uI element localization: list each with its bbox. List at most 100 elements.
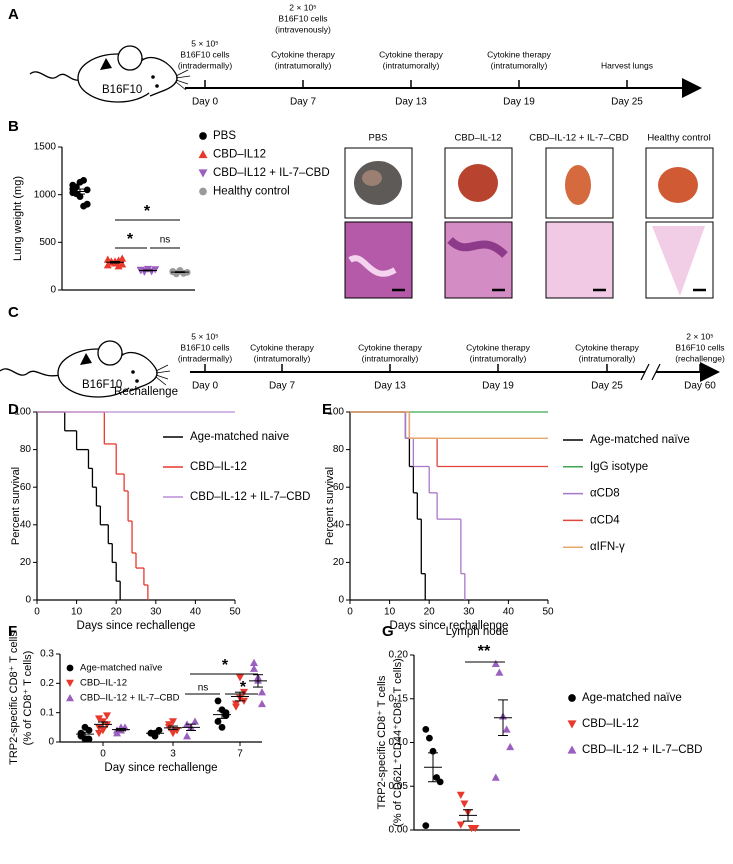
data-point (95, 730, 103, 738)
data-point (103, 261, 112, 269)
event-label: B16F10 cells (278, 13, 327, 23)
legend-label: CBD–IL-12 + IL-7–CBD (80, 693, 180, 704)
data-point (95, 715, 103, 723)
y-tick-label: 0.1 (40, 707, 54, 718)
legend-label: Age-matched naïve (80, 663, 162, 674)
legend-label: αIFN-γ (590, 541, 625, 553)
day-label: Day 13 (395, 97, 427, 108)
legend-label: CBD–IL12 + IL-7–CBD (213, 167, 330, 179)
x-tick-label: 20 (111, 607, 123, 618)
event-label: Cytokine therapy (358, 342, 423, 352)
event-label: (intratumorally) (470, 353, 527, 363)
x-tick-label: 0 (100, 749, 106, 760)
data-point (495, 668, 504, 676)
legend-swatch (66, 694, 74, 702)
y-tick-label: 60 (20, 482, 32, 493)
x-tick-label: 30 (150, 607, 162, 618)
data-point (69, 185, 77, 193)
legend-label: Age-matched naïve (582, 692, 682, 704)
day-label: Day 25 (591, 381, 623, 392)
y-axis-label: Percent survival (324, 467, 336, 545)
y-axis-label: TRP2-specific CD8⁺ T cells (8, 631, 20, 765)
y-tick-label: 0.3 (40, 649, 54, 660)
legend-swatch (66, 664, 74, 672)
data-point (118, 254, 127, 262)
panel-label: B (8, 118, 19, 135)
legend-swatch (198, 150, 208, 159)
data-point (144, 265, 152, 274)
data-point (426, 734, 433, 742)
panel-label: F (8, 623, 17, 640)
legend-swatch (567, 720, 577, 729)
x-tick-label: 20 (424, 607, 436, 618)
legend-label: CBD–IL-12 (80, 678, 127, 689)
y-tick-label: 1000 (34, 189, 57, 200)
significance-label: * (240, 679, 247, 696)
y-axis-label: TRP2-specific CD8⁺ T cells (376, 675, 388, 809)
legend-label: Age-matched naïve (590, 434, 690, 446)
y-tick-label: 100 (327, 407, 344, 418)
event-label: B16F10 cells (675, 342, 724, 352)
legend-swatch (567, 745, 577, 754)
legend-label: CBD–IL12 (213, 149, 266, 161)
significance-label: * (127, 231, 134, 248)
event-label: (intratumorally) (579, 353, 636, 363)
event-label: Cytokine therapy (250, 342, 315, 352)
legend-label: αCD4 (590, 514, 620, 526)
image-title: PBS (368, 133, 387, 144)
x-tick-label: 50 (542, 607, 554, 618)
day-label: Day 7 (269, 381, 296, 392)
data-point (422, 725, 430, 733)
y-tick-label: 20 (20, 557, 32, 568)
data-point (250, 658, 258, 666)
data-point (232, 700, 240, 708)
axis-break (640, 363, 661, 381)
y-tick-label: 0.15 (389, 693, 409, 704)
y-tick-label: 100 (14, 407, 31, 418)
x-tick-label: 10 (384, 607, 396, 618)
data-point (191, 717, 199, 725)
event-label: Cytokine therapy (466, 342, 531, 352)
x-tick-label: 30 (463, 607, 475, 618)
data-point (471, 825, 480, 833)
legend-label: CBD–IL-12 (582, 718, 639, 730)
day-label: Day 0 (192, 97, 219, 108)
day-label: Day 0 (192, 381, 219, 392)
data-point (83, 200, 91, 208)
data-point (95, 724, 103, 732)
legend-label: Healthy control (213, 186, 290, 198)
legend-label: αCD8 (590, 488, 620, 500)
y-tick-label: 0.00 (389, 825, 409, 836)
y-tick-label: 80 (20, 444, 32, 455)
chart-title: Lymph node (446, 626, 509, 638)
event-label: B16F10 cells (180, 342, 229, 352)
data-point (456, 791, 465, 799)
legend-label: PBS (213, 130, 236, 142)
y-axis-label: Lung weight (mg) (12, 176, 24, 261)
data-point (114, 262, 123, 270)
image-title: CBD–IL-12 + IL-7–CBD (529, 133, 629, 144)
event-label: 5 × 10⁵ (191, 38, 218, 48)
legend-label: Age-matched naive (190, 431, 289, 443)
event-label: Harvest lungs (601, 60, 653, 70)
event-label: (intradermally) (178, 353, 232, 363)
x-axis-label: Days since rechallenge (77, 620, 196, 632)
legend-label: CBD–IL-12 + IL-7–CBD (190, 491, 311, 503)
data-point (236, 674, 244, 682)
y-tick-label: 0 (48, 737, 54, 748)
data-point (76, 193, 84, 200)
y-tick-label: 80 (333, 444, 345, 455)
data-point (99, 727, 107, 735)
y-tick-label: 0 (338, 595, 344, 606)
data-point (258, 688, 266, 696)
legend-swatch (199, 187, 207, 196)
day-label: Day 19 (503, 97, 535, 108)
day-label: Day 60 (684, 381, 716, 392)
legend-swatch (198, 169, 208, 178)
legend-swatch (199, 132, 207, 140)
y-tick-label: 0 (25, 595, 31, 606)
data-point (169, 718, 177, 726)
x-axis-label: Day since rechallenge (104, 762, 217, 774)
significance-label: ns (160, 235, 171, 246)
